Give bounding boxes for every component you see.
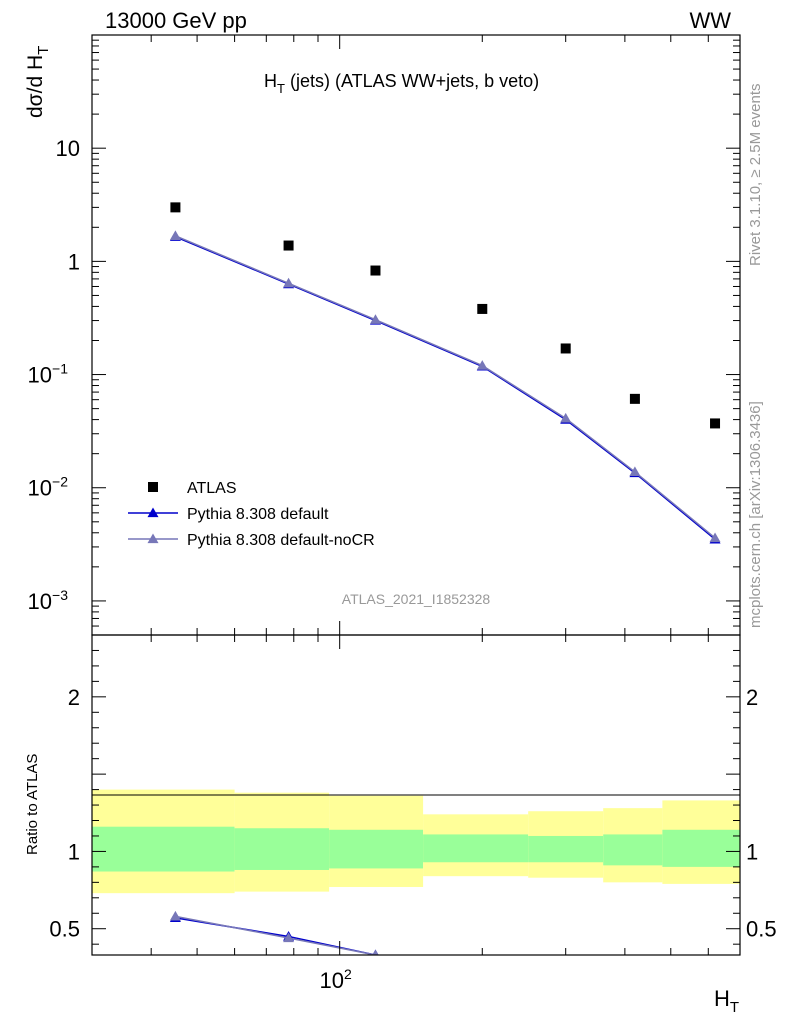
y-tick-label: 10−3 <box>28 587 69 614</box>
ratio-series <box>169 910 379 955</box>
plot-title: HT (jets) (ATLAS WW+jets, b veto) <box>264 71 539 96</box>
mc-point <box>476 360 488 370</box>
legend-label: Pythia 8.308 default-noCR <box>187 532 375 549</box>
legend: ATLAS Pythia 8.308 default Pythia 8.308 de… <box>128 480 375 549</box>
y-tick-label: 1 <box>68 249 80 274</box>
data-point-atlas <box>560 343 571 354</box>
mc-point <box>169 230 181 240</box>
ratio-band-stat <box>234 828 330 870</box>
ratio-frame <box>91 634 741 956</box>
ratio-band-stat <box>662 829 740 867</box>
ratio-y-tick-label: 1 <box>68 839 80 864</box>
mc-point <box>560 412 572 423</box>
mc-point <box>709 532 721 543</box>
ratio-y-tick-label-right: 0.5 <box>746 917 777 942</box>
rivet-label: Rivet 3.1.10, ≥ 2.5M events <box>747 84 764 267</box>
data-point-atlas <box>170 202 181 213</box>
data-point-atlas <box>477 303 488 314</box>
ratio-point <box>283 932 295 943</box>
axis-tick-labels: 10 1 10−1 10−2 10−3 2 2 1 1 0.5 0.5 102 <box>28 136 777 993</box>
ratio-line <box>175 915 376 955</box>
y-tick-label: 10−1 <box>28 361 69 388</box>
main-series <box>169 202 721 544</box>
mcplots-label: mcplots.cern.ch [arXiv:1306.3436] <box>747 401 764 628</box>
mc-point <box>283 277 295 288</box>
mc-line <box>175 236 716 540</box>
legend-marker-square <box>148 482 158 492</box>
y-tick-label: 10 <box>56 136 80 161</box>
legend-label: ATLAS <box>187 480 237 497</box>
y-tick-label: 10−2 <box>28 474 69 501</box>
ratio-band-stat <box>92 826 235 872</box>
ratio-band-stat <box>528 835 604 863</box>
ratio-y-tick-label: 0.5 <box>49 917 80 942</box>
x-axis-label: HT <box>714 986 739 1016</box>
analysis-id: ATLAS_2021_I1852328 <box>342 591 491 607</box>
mc-point <box>369 314 381 324</box>
ratio-band-stat <box>329 829 424 869</box>
ratio-bands <box>92 789 740 894</box>
main-ylabel: dσ/d HT <box>24 46 52 118</box>
ratio-point <box>169 910 181 921</box>
ratio-band-stat <box>603 834 663 866</box>
ratio-y-tick-label-right: 2 <box>746 685 758 710</box>
data-point-atlas <box>283 240 294 251</box>
legend-marker-triangle <box>147 533 159 544</box>
legend-label: Pythia 8.308 default <box>187 506 329 523</box>
ratio-y-tick-label: 2 <box>68 685 80 710</box>
header-right: WW <box>689 8 731 33</box>
x-tick-label: 102 <box>320 966 352 993</box>
ratio-band-stat <box>423 834 529 863</box>
data-point-atlas <box>710 418 721 429</box>
mc-point <box>629 466 641 477</box>
header-left: 13000 GeV pp <box>105 8 247 33</box>
ratio-point <box>372 949 379 955</box>
data-point-atlas <box>370 265 381 276</box>
ratio-ylabel: Ratio to ATLAS <box>24 754 41 855</box>
data-point-atlas <box>629 393 640 404</box>
legend-marker-triangle <box>147 507 159 518</box>
ratio-y-tick-label-right: 1 <box>746 839 758 864</box>
axis-ticks <box>91 35 741 955</box>
mc-line <box>175 235 716 539</box>
